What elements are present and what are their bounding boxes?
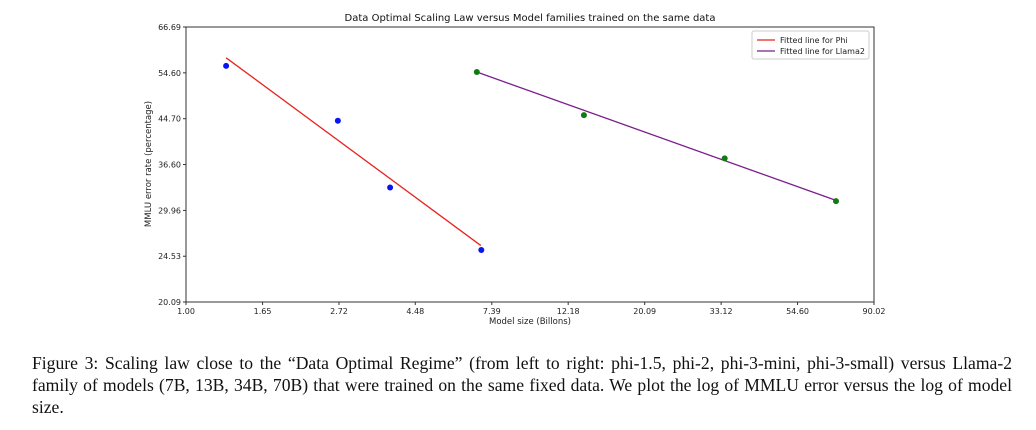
x-tick-label: 90.02 [863,307,886,316]
phi-data-point [223,62,230,69]
legend-label-llama2: Fitted line for Llama2 [780,47,865,56]
plot-frame [185,26,875,303]
x-tick-label: 54.60 [786,307,809,316]
x-tick-label: 33.12 [710,307,733,316]
llama2-data-point [832,198,839,205]
phi-data-point [387,184,394,191]
llama2-data-point [580,112,587,119]
phi-data-point [478,247,485,254]
phi-data-point [334,117,341,124]
x-tick-label: 12.18 [557,307,580,316]
y-tick-label: 20.09 [158,298,181,307]
chart-title: Data Optimal Scaling Law versus Model fa… [345,13,716,24]
fitted-line-phi [225,57,482,247]
y-tick-label: 24.53 [158,252,181,261]
scaling-law-chart: Data Optimal Scaling Law versus Model fa… [144,13,886,327]
y-tick-label: 66.69 [158,23,181,32]
y-tick-label: 54.60 [158,69,181,78]
llama2-data-point [721,155,728,162]
llama2-data-point [473,69,480,76]
fitted-line-llama2 [476,71,837,201]
x-axis-label: Model size (Billons) [489,317,571,327]
y-tick-label: 36.60 [158,161,181,170]
y-tick-label: 44.70 [158,115,181,124]
y-tick-label: 29.96 [158,206,181,215]
x-tick-label: 1.00 [177,307,195,316]
x-tick-label: 4.48 [406,307,424,316]
y-axis-label: MMLU error rate (percentage) [144,101,154,227]
legend: Fitted line for Phi Fitted line for Llam… [751,30,870,60]
x-tick-label: 2.72 [330,307,348,316]
x-tick-label: 20.09 [633,307,656,316]
x-tick-label: 1.65 [254,307,272,316]
legend-label-phi: Fitted line for Phi [780,36,848,45]
x-tick-label: 7.39 [483,307,501,316]
figure-caption: Figure 3: Scaling law close to the “Data… [32,353,1012,417]
